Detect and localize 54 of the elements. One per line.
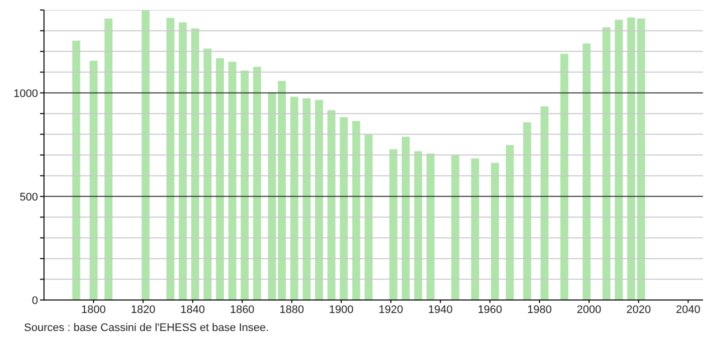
x-tick-label: 1920 <box>378 304 404 316</box>
x-tick-label: 1860 <box>230 304 254 316</box>
x-tick-label: 1880 <box>280 304 304 316</box>
bar <box>523 122 532 300</box>
bar <box>414 151 422 300</box>
bar <box>582 44 591 300</box>
bar <box>315 100 324 300</box>
bar <box>471 158 480 300</box>
bar <box>178 22 187 300</box>
y-tick-label: 500 <box>20 191 38 204</box>
x-tick-label: 2000 <box>576 304 602 316</box>
bar <box>216 58 224 300</box>
bar <box>228 62 236 300</box>
bar <box>104 18 112 300</box>
bar <box>166 18 174 300</box>
bar <box>278 80 286 300</box>
bar <box>560 54 568 300</box>
bar <box>627 17 636 300</box>
bar <box>352 121 360 300</box>
bar <box>72 40 80 300</box>
bar <box>602 27 610 300</box>
bar <box>268 92 276 300</box>
x-tick-label: 1940 <box>428 304 453 316</box>
bar <box>253 66 262 300</box>
bar <box>637 18 646 300</box>
bar <box>191 28 200 300</box>
bar <box>389 149 398 300</box>
x-tick-label: 1820 <box>130 304 156 316</box>
bar <box>327 110 336 300</box>
x-tick-label: 1900 <box>329 304 354 316</box>
bar <box>364 134 373 300</box>
bar <box>302 98 311 300</box>
bar <box>90 60 98 300</box>
x-tick-label: 1960 <box>478 304 502 316</box>
bar <box>540 106 548 300</box>
bar <box>402 136 410 300</box>
bar <box>340 117 348 300</box>
bar <box>204 48 212 300</box>
x-tick-label: 1800 <box>81 304 106 316</box>
x-tick-label: 2020 <box>626 304 651 316</box>
bar <box>506 145 514 300</box>
x-tick-label: 1980 <box>527 304 552 316</box>
bar <box>426 154 435 300</box>
bar <box>451 155 460 300</box>
bar <box>614 20 623 300</box>
x-tick-label: 2040 <box>676 304 700 316</box>
y-tick-label: 1000 <box>14 88 38 100</box>
bar <box>490 162 499 300</box>
bar <box>290 96 298 300</box>
bar <box>240 70 249 300</box>
x-tick-label: 1840 <box>180 304 205 316</box>
y-tick-label: 0 <box>32 294 38 307</box>
source-note: Sources : base Cassini de l'EHESS et base Insee. <box>24 322 270 334</box>
bar <box>142 10 150 300</box>
